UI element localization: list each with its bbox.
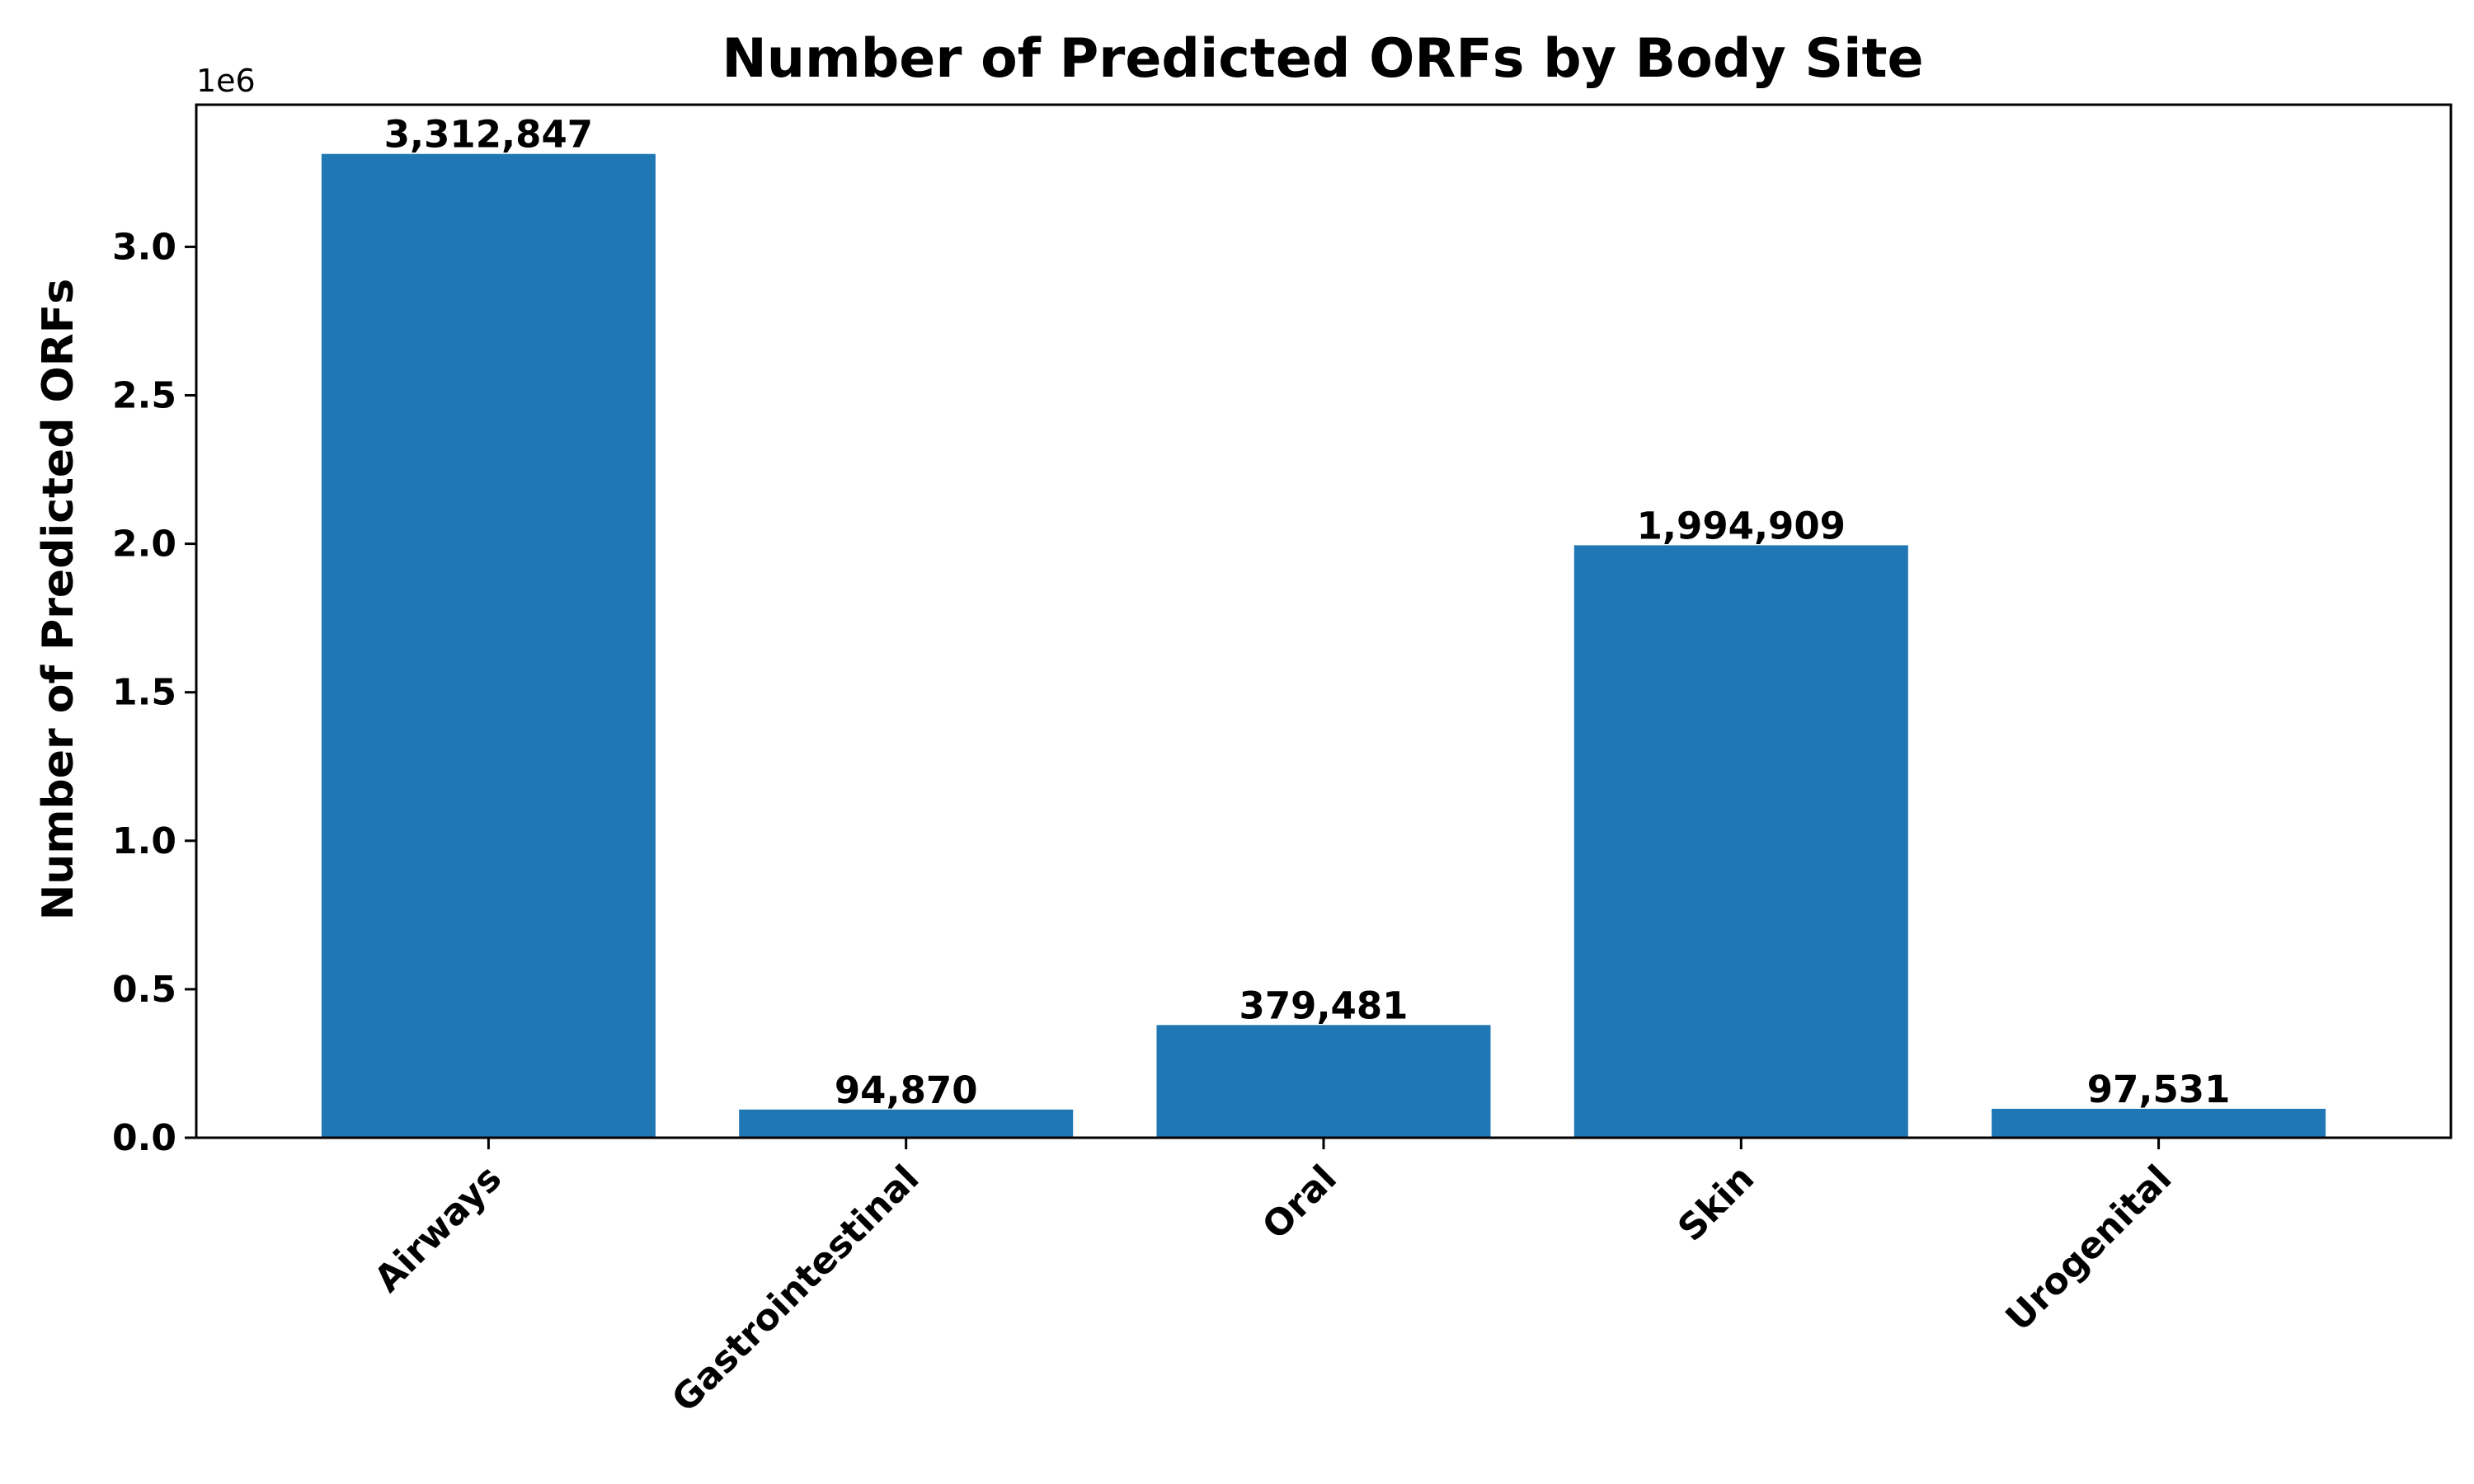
bar-value-label-skin: 1,994,909 — [1637, 504, 1846, 547]
bars-group — [321, 153, 2326, 1139]
y-tick-label: 1.5 — [112, 672, 176, 714]
y-tick-label: 0.0 — [112, 1117, 176, 1159]
y-axis-label: Number of Predicted ORFs — [34, 279, 83, 920]
bar-skin — [1573, 545, 1908, 1138]
y-axis-ticks: 0.0 0.5 1.0 1.5 2.0 2.5 3.0 — [112, 226, 196, 1159]
y-tick-label: 3.0 — [112, 226, 176, 268]
y-axis-offset-label: 1e6 — [196, 63, 256, 99]
bar-value-label-airways: 3,312,847 — [384, 113, 593, 157]
y-tick-label: 2.0 — [112, 524, 176, 566]
chart-title: Number of Predicted ORFs by Body Site — [722, 28, 1923, 90]
y-tick-label: 1.0 — [112, 820, 176, 862]
bar-oral — [1156, 1025, 1491, 1138]
value-labels-group: 3,312,847 94,870 379,481 1,994,909 97,531 — [384, 113, 2231, 1112]
y-tick-label: 2.5 — [112, 375, 176, 417]
bar-gastrointestinal — [739, 1109, 1074, 1138]
bar-value-label-oral: 379,481 — [1239, 984, 1409, 1027]
y-tick-label: 0.5 — [112, 969, 176, 1011]
bar-urogenital — [1992, 1108, 2326, 1138]
bar-airways — [321, 153, 656, 1139]
plot-area-frame — [195, 103, 2453, 1139]
bar-value-label-urogenital: 97,531 — [2087, 1068, 2231, 1111]
bar-value-label-gastrointestinal: 94,870 — [835, 1068, 978, 1112]
